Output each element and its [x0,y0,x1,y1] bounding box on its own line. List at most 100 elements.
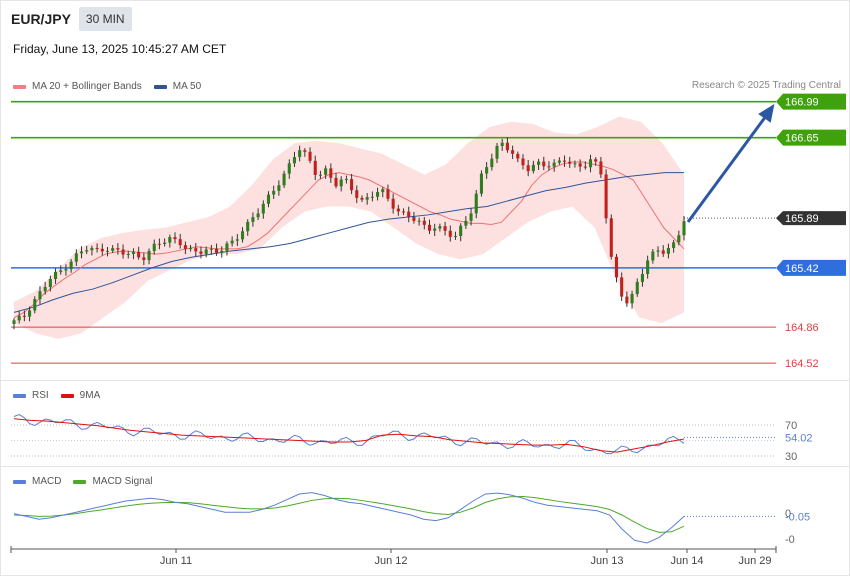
candle-body [308,151,312,161]
candle-body [251,217,255,222]
candle-body [396,208,400,212]
forecast-arrowhead [758,103,775,123]
candle-body [630,294,634,304]
candle-body [48,279,52,287]
candle-body [59,270,63,272]
candle-body [677,235,681,243]
candle-body [261,203,265,214]
resistance-label: 166.65 [785,133,819,145]
candle-body [588,159,593,168]
panel-divider [1,380,849,381]
candle-body [469,213,473,221]
candle-body [272,190,276,195]
timeframe-button[interactable]: 30 MIN [78,7,132,31]
candle-body [163,242,167,244]
candle-body [495,145,499,159]
candle-body [287,163,291,174]
x-tick-label: Jun 11 [160,555,192,567]
candle-body [215,248,219,253]
candle-body [479,173,483,194]
candle-body [64,269,68,271]
candle-body [401,211,406,213]
candle-body [329,168,333,178]
candle-body [157,243,161,245]
ma50-line [13,172,684,313]
rsi-level-label: 30 [785,451,797,463]
candle-body [116,248,120,250]
candle-body [459,225,463,236]
support-tag [776,259,846,276]
legend-macd-label: MACD [32,476,62,487]
candle-body [277,185,281,191]
candle-body [230,240,234,244]
rsi-legend: RSI 9MA [13,390,100,401]
candle-body [651,251,655,261]
candle-body [54,271,58,280]
macd-last-label: -0.05 [785,511,810,523]
candle-body [209,248,213,250]
candle-body [147,250,151,261]
candle-body [370,196,374,198]
candle-body [557,160,561,163]
candle-body [100,248,104,252]
candle-body [313,160,317,175]
candle-body [339,179,343,187]
candle-body [547,166,551,168]
candle-body [95,247,99,249]
current-price-tag [776,211,846,226]
candle-body [407,211,411,217]
x-tick-label: Jun 13 [590,555,623,567]
candle-body [620,277,624,297]
candle-body [173,237,177,240]
legend-ma20-label: MA 20 + Bollinger Bands [32,81,142,92]
macd-level-label: 0 [785,508,791,520]
support-label: 165.42 [785,263,819,275]
legend-macd-signal-label: MACD Signal [92,476,153,487]
current-price-label: 165.89 [785,213,819,225]
candle-body [318,174,322,176]
candle-body [365,197,369,200]
candle-body [105,250,110,252]
candle-body [427,224,432,231]
macd-legend: MACD MACD Signal [13,476,152,487]
x-tick-label: Jun 14 [670,555,703,567]
candle-body [594,159,598,162]
candle-body [168,237,172,243]
candle-body [464,220,468,226]
candle-body [225,243,229,251]
candle-body [542,161,546,167]
panel-divider [1,466,849,467]
candle-body [682,221,686,236]
candle-body [453,235,458,237]
candle-body [578,163,582,167]
candle-body [438,226,442,229]
level-label: 164.52 [785,358,819,370]
candle-body [235,239,239,241]
x-tick-label: Jun 29 [738,555,771,567]
candle-body [500,142,504,146]
candle-body [672,242,676,248]
candle-body [666,247,670,254]
candle-body [448,230,452,237]
candle-body [625,296,629,304]
candle-body [28,310,32,317]
candle-body [573,163,577,165]
candle-body [635,281,639,295]
candle-body [656,250,660,252]
legend-9ma-label: 9MA [79,390,101,401]
candle-body [474,193,478,214]
candle-body [376,192,380,197]
candle-body [131,251,136,254]
symbol-label: EUR/JPY [11,11,71,27]
candle-body [412,216,416,221]
candle-body [360,197,364,200]
rsi-9ma-line [13,418,685,453]
candle-body [292,157,297,164]
candle-body [178,239,182,246]
candle-body [256,213,260,218]
candle-body [490,158,494,168]
candle-body [324,168,328,175]
candle-body [521,158,525,166]
candle-body [43,286,47,292]
